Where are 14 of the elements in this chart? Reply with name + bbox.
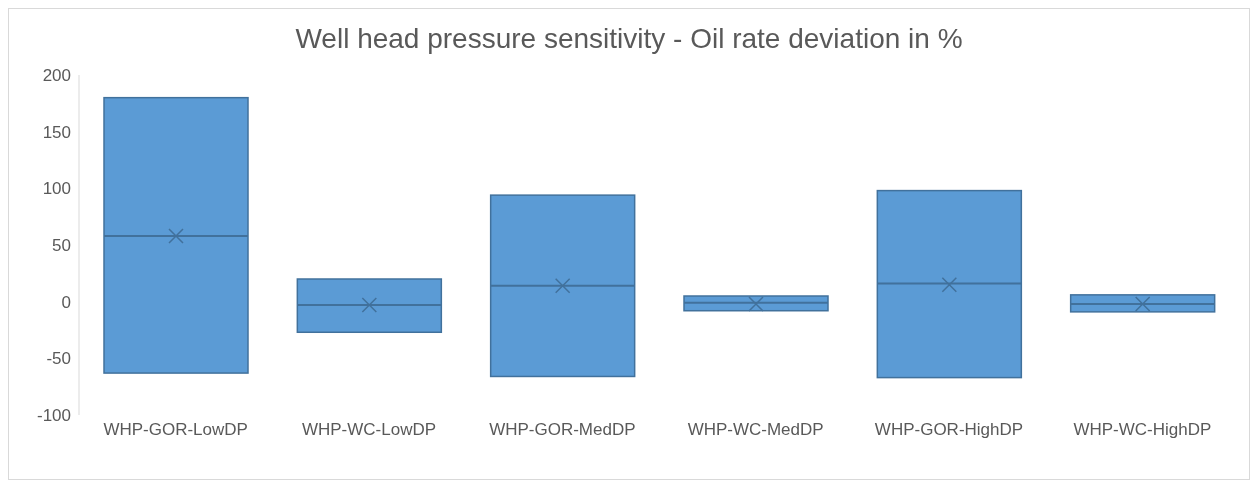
y-tick-label: 50: [52, 236, 71, 256]
y-tick-label: -100: [36, 406, 71, 426]
x-tick-label: WHP-GOR-MedDP: [489, 420, 636, 440]
y-tick-label: 100: [42, 179, 71, 199]
x-tick-label: WHP-WC-HighDP: [1073, 420, 1212, 440]
y-tick-label: 200: [42, 66, 71, 86]
x-tick-label: WHP-WC-LowDP: [301, 420, 437, 440]
y-tick-label: 0: [61, 292, 71, 312]
x-tick-label: WHP-WC-MedDP: [687, 420, 824, 440]
y-tick-label: 150: [42, 122, 71, 142]
y-tick-label: -50: [46, 349, 71, 369]
x-tick-label: WHP-GOR-LowDP: [103, 420, 248, 440]
chart-title: Well head pressure sensitivity - Oil rate deviation in %: [294, 23, 964, 55]
x-tick-label: WHP-GOR-HighDP: [874, 420, 1024, 440]
